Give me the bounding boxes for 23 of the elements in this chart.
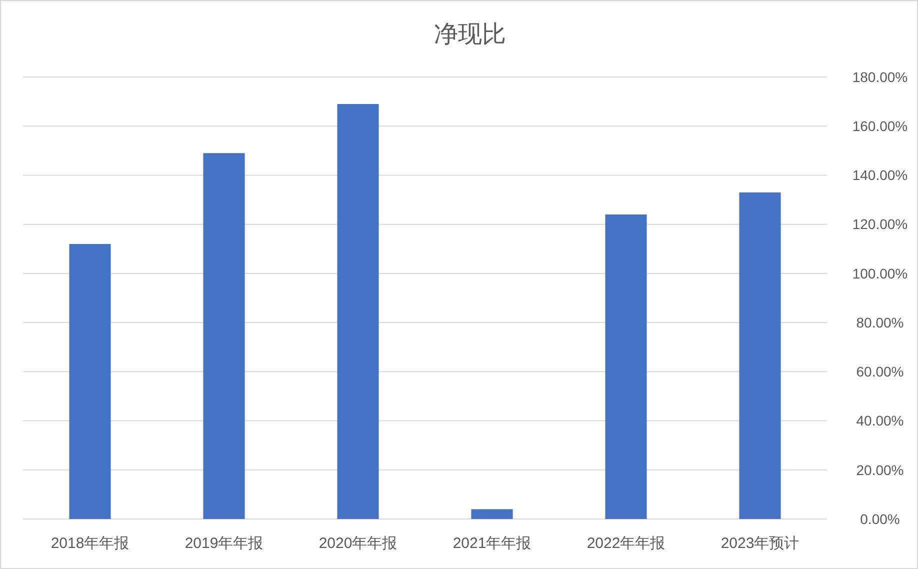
y-tick-label: 20.00% — [856, 462, 904, 478]
x-tick-label: 2022年年报 — [586, 535, 666, 552]
bar — [471, 509, 513, 519]
y-tick-label: 160.00% — [852, 118, 908, 134]
y-tick-label: 100.00% — [852, 265, 908, 282]
bar — [203, 153, 245, 519]
bar — [739, 192, 781, 519]
x-tick-label: 2020年年报 — [318, 535, 398, 552]
bar — [605, 214, 647, 519]
x-tick-label: 2021年年报 — [452, 535, 532, 552]
x-tick-label: 2018年年报 — [50, 535, 130, 552]
y-tick-label: 0.00% — [860, 510, 900, 527]
chart-title: 净现比 — [434, 21, 506, 48]
x-tick-label: 2023年预计 — [720, 535, 800, 552]
y-tick-label: 40.00% — [856, 412, 904, 429]
y-tick-label: 120.00% — [852, 216, 908, 232]
bar — [69, 244, 111, 519]
x-tick-label: 2019年年报 — [184, 535, 264, 552]
y-tick-label: 60.00% — [856, 364, 904, 380]
y-tick-label: 140.00% — [852, 167, 908, 184]
y-tick-label: 180.00% — [852, 68, 908, 85]
bar — [337, 104, 379, 519]
y-tick-label: 80.00% — [856, 314, 904, 330]
